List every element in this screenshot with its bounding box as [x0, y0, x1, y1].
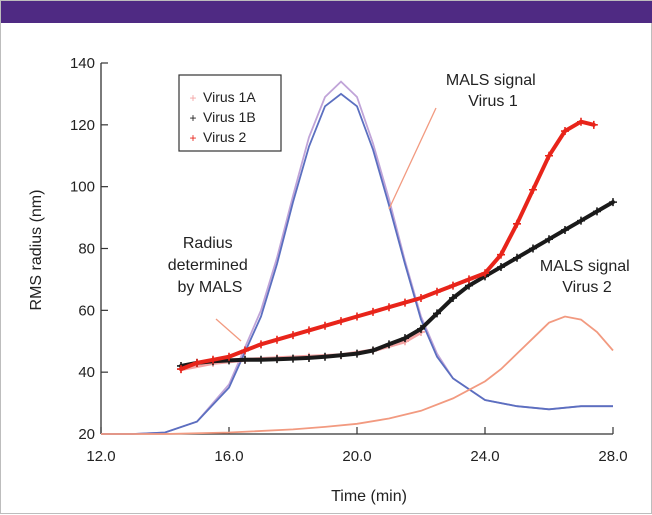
pointer-mals-virus1: [388, 107, 437, 210]
y-tick-label: 80: [78, 241, 95, 258]
data-point: [433, 309, 441, 318]
y-tick-label: 60: [78, 302, 95, 319]
data-point: [289, 354, 297, 363]
data-point: [321, 352, 329, 361]
annotation-radius-mals: Radius determined by MALS: [168, 235, 253, 296]
plot-area: [101, 80, 617, 435]
legend-item-virus-1a: + Virus 1A: [189, 89, 256, 105]
series-virus-2: [177, 117, 598, 374]
data-point: [529, 185, 537, 194]
y-tick-label: 100: [70, 179, 95, 196]
data-point: [609, 198, 617, 207]
data-point: [465, 275, 473, 284]
legend-marker-virus-2: +: [189, 131, 196, 145]
data-point: [577, 216, 585, 225]
legend-marker-virus-1a: +: [189, 91, 196, 105]
data-point: [241, 346, 249, 355]
data-point: [513, 253, 521, 262]
x-axis-title: Time (min): [331, 488, 407, 505]
data-point: [449, 281, 457, 290]
data-point: [589, 120, 598, 129]
series-trace-virus-1b: [179, 200, 615, 368]
data-point: [401, 334, 409, 343]
data-point: [193, 358, 201, 367]
x-tick-label: 16.0: [214, 448, 243, 465]
data-point: [305, 353, 313, 362]
legend-label-virus-2: Virus 2: [203, 129, 247, 145]
data-point: [337, 351, 345, 360]
data-point: [273, 335, 281, 344]
y-ticks: 20 40 60 80 100 120 140: [70, 55, 108, 443]
data-point: [593, 207, 601, 216]
y-tick-label: 20: [78, 426, 95, 443]
data-point: [497, 263, 505, 272]
x-tick-label: 28.0: [598, 448, 627, 465]
data-point: [273, 355, 281, 364]
data-point: [177, 365, 185, 374]
data-point: [545, 235, 553, 244]
annotation-mals-virus1: MALS signal Virus 1: [446, 72, 540, 110]
annotations: MALS signal Virus 1 Radius determined by…: [168, 72, 634, 296]
data-point: [225, 352, 233, 361]
data-point: [305, 326, 313, 335]
data-point: [257, 355, 265, 364]
data-point: [497, 250, 505, 259]
x-tick-label: 12.0: [86, 448, 115, 465]
data-point: [561, 127, 569, 136]
x-tick-label: 24.0: [470, 448, 499, 465]
x-ticks: 12.0 16.0 20.0 24.0 28.0: [86, 427, 628, 465]
data-point: [481, 269, 489, 278]
y-tick-label: 140: [70, 55, 95, 72]
data-point: [417, 324, 425, 333]
data-point: [385, 303, 393, 312]
legend-marker-virus-1b: +: [189, 111, 196, 125]
series-line-mals-signal-virus-1-1b: [101, 92, 613, 435]
data-point: [417, 293, 425, 302]
data-point: [401, 298, 409, 307]
data-point: [513, 219, 521, 228]
data-point: [529, 244, 537, 253]
data-point: [369, 346, 377, 355]
data-point: [545, 151, 553, 160]
series-trace-virus-2: [179, 119, 596, 372]
data-point: [561, 225, 569, 234]
data-point: [289, 331, 297, 340]
data-point: [353, 312, 361, 321]
legend-item-virus-2: + Virus 2: [189, 129, 246, 145]
legend-item-virus-1b: + Virus 1B: [189, 109, 255, 125]
data-point: [241, 355, 249, 364]
pointer-radius: [215, 318, 242, 342]
annotation-pointers: [215, 107, 437, 342]
header-band: [1, 1, 652, 23]
data-point: [209, 355, 217, 364]
legend: + Virus 1A + Virus 1B + Virus 2: [178, 74, 282, 152]
x-tick-label: 20.0: [342, 448, 371, 465]
data-point: [369, 307, 377, 316]
y-tick-label: 120: [70, 117, 95, 134]
data-point: [321, 321, 329, 330]
data-point: [433, 287, 441, 296]
annotation-mals-virus2: MALS signal Virus 2: [540, 258, 634, 296]
legend-label-virus-1a: Virus 1A: [203, 89, 256, 105]
data-point: [353, 349, 361, 358]
series-virus-1b: [177, 198, 617, 370]
y-axis-title: RMS radius (nm): [28, 190, 45, 311]
data-point: [577, 117, 585, 126]
legend-box: [178, 74, 282, 152]
data-point: [337, 317, 345, 326]
y-tick-label: 40: [78, 364, 95, 381]
data-point: [449, 293, 457, 302]
series-line-mals-signal-virus-2: [101, 315, 614, 435]
legend-label-virus-1b: Virus 1B: [203, 109, 256, 125]
data-point: [257, 340, 265, 349]
data-point: [385, 340, 393, 349]
